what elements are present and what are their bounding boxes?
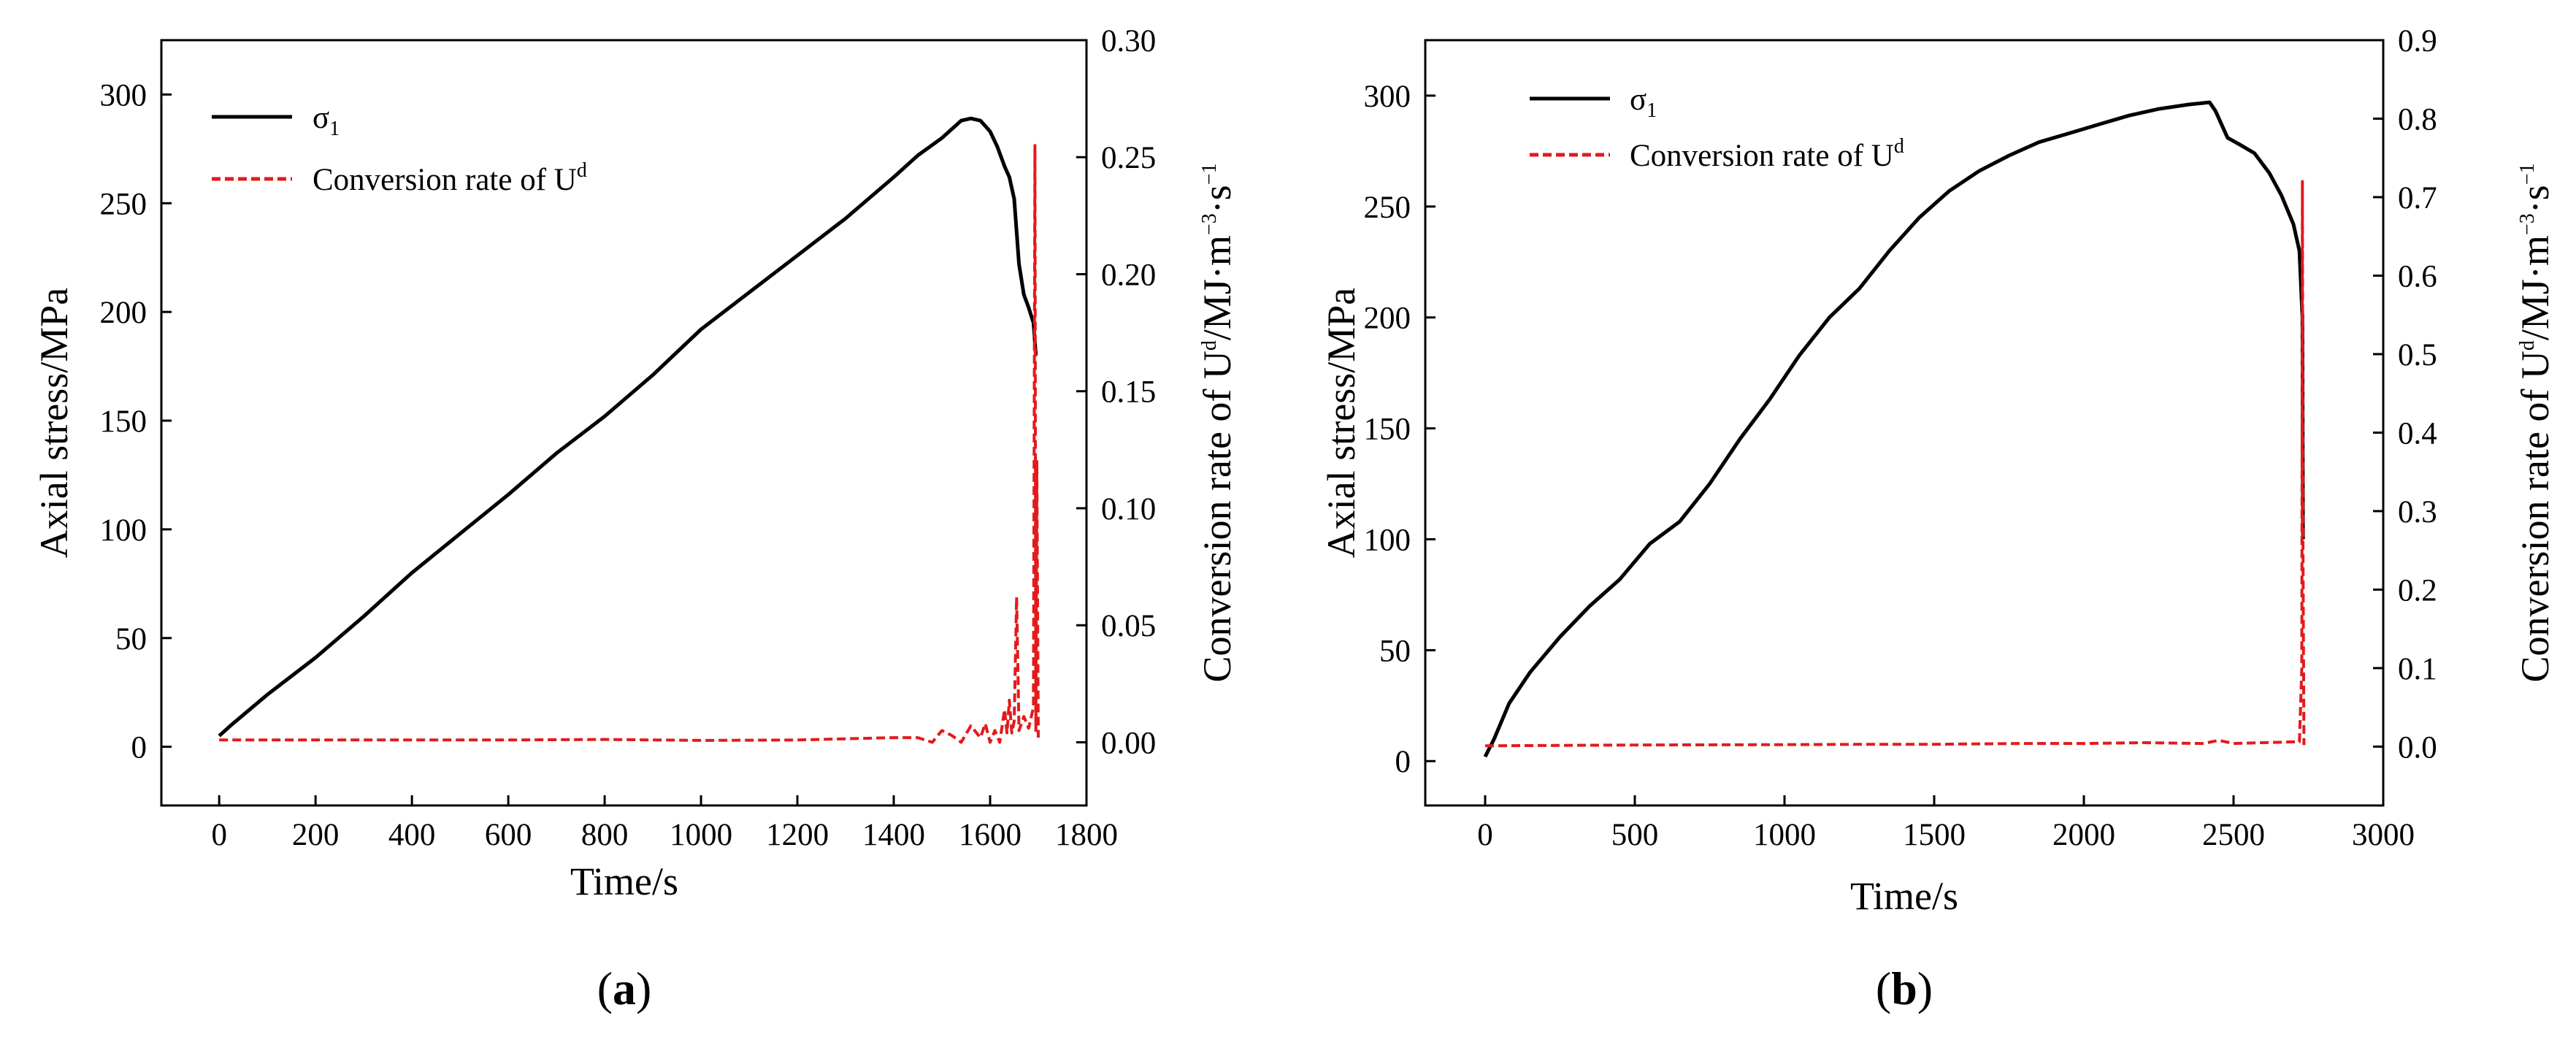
chart-a-series-sigma1-line — [218, 116, 1038, 738]
chart-b-x-tick-label: 0 — [1477, 818, 1493, 852]
chart-b-y2-tick-label: 0.1 — [2398, 652, 2437, 686]
chart-a-y-tick-label: 250 — [100, 187, 147, 221]
chart-b-y2-tick-label: 0.2 — [2398, 573, 2437, 608]
chart-b-y2-ticks: 0.0 0.1 0.2 0.3 0.4 0.5 0.6 0.7 0.8 0.9 — [2373, 24, 2437, 765]
chart-b-y2-axis-label: Conversion rate of Ud/MJ·m−3·s−1 — [2513, 163, 2557, 682]
chart-b-x-tick-label: 3000 — [2352, 818, 2415, 852]
chart-b-y-tick-label: 0 — [1395, 745, 1411, 779]
chart-b-y-tick-label: 100 — [1364, 523, 1411, 557]
chart-b-x-tick-label: 2500 — [2202, 818, 2265, 852]
chart-a-x-tick-label: 0 — [211, 818, 227, 852]
chart-a-legend-label-s1: σ1 — [313, 101, 340, 140]
chart-b-series-sigma1-line — [1483, 100, 2305, 758]
chart-a-series-conversion-rate-line — [219, 144, 1040, 744]
chart-b-y-tick-label: 150 — [1364, 413, 1411, 447]
chart-b-y2-tick-label: 0.0 — [2398, 730, 2437, 765]
chart-a-plot-frame — [160, 39, 1088, 807]
chart-a-x-tick-label: 1600 — [959, 818, 1021, 852]
chart-b-y-tick-label: 200 — [1364, 302, 1411, 336]
chart-a-x-ticks: 0 200 400 600 800 1000 1200 1400 1600 1800 — [211, 795, 1118, 852]
chart-a-y2-tick-label: 0.15 — [1101, 375, 1156, 410]
chart-a-y-tick-label: 150 — [100, 405, 147, 439]
chart-a-y-axis-label: Axial stress/MPa — [32, 288, 76, 559]
chart-b-y2-tick-label: 0.8 — [2398, 102, 2437, 137]
chart-b-x-tick-label: 1500 — [1903, 818, 1966, 852]
chart-b-x-ticks: 0 500 1000 1500 2000 2500 3000 — [1477, 795, 2415, 852]
chart-b-x-tick-label: 2000 — [2052, 818, 2115, 852]
chart-b-y-tick-label: 300 — [1364, 80, 1411, 114]
chart-a-y-ticks: 0 50 100 150 200 250 300 — [100, 78, 172, 765]
chart-a-y2-tick-label: 0.00 — [1101, 726, 1156, 760]
chart-b-plot-frame — [1424, 39, 2385, 807]
chart-a-y2-tick-label: 0.10 — [1101, 492, 1156, 527]
chart-a-x-tick-label: 1400 — [862, 818, 925, 852]
chart-a-x-tick-label: 600 — [485, 818, 532, 852]
chart-b-x-tick-label: 500 — [1611, 818, 1659, 852]
chart-a-y-tick-label: 50 — [115, 622, 147, 657]
chart-a-x-axis-label: Time/s — [570, 860, 678, 903]
chart-a-y-tick-label: 300 — [100, 78, 147, 112]
chart-b-x-tick-label: 1000 — [1753, 818, 1816, 852]
chart-b-y2-tick-label: 0.7 — [2398, 181, 2437, 215]
chart-b-y2-tick-label: 0.4 — [2398, 416, 2437, 451]
chart-b-y-axis-label: Axial stress/MPa — [1319, 288, 1363, 559]
chart-a-x-tick-label: 200 — [292, 818, 340, 852]
chart-a-series — [218, 116, 1040, 744]
chart-a-x-tick-label: 1000 — [670, 818, 732, 852]
chart-a: 0 200 400 600 800 1000 1200 1400 1600 1800 0 50 100… — [32, 24, 1239, 1014]
chart-a-y-tick-label: 200 — [100, 296, 147, 330]
chart-a-y-tick-label: 0 — [131, 731, 147, 765]
chart-b-y2-tick-label: 0.6 — [2398, 259, 2437, 294]
chart-b-y-ticks: 0 50 100 150 200 250 300 — [1364, 80, 1435, 779]
chart-b-y-tick-label: 250 — [1364, 191, 1411, 225]
chart-b: 0 500 1000 1500 2000 2500 3000 0 50 100 150 200 250… — [1319, 24, 2557, 1014]
chart-b-y2-tick-label: 0.3 — [2398, 495, 2437, 529]
chart-a-y2-tick-label: 0.20 — [1101, 258, 1156, 292]
chart-a-x-tick-label: 800 — [581, 818, 629, 852]
chart-b-x-axis-label: Time/s — [1850, 874, 1958, 918]
chart-a-x-tick-label: 400 — [388, 818, 436, 852]
chart-b-y2-tick-label: 0.5 — [2398, 338, 2437, 372]
chart-a-x-tick-label: 1200 — [766, 818, 829, 852]
chart-a-x-tick-label: 1800 — [1055, 818, 1118, 852]
chart-a-panel-label: (a) — [597, 962, 652, 1014]
chart-b-y-tick-label: 50 — [1379, 634, 1411, 668]
chart-a-y2-tick-label: 0.30 — [1101, 24, 1156, 58]
chart-a-y2-tick-label: 0.05 — [1101, 609, 1156, 643]
chart-a-y2-axis-label: Conversion rate of Ud/MJ·m−3·s−1 — [1195, 163, 1239, 682]
chart-b-series-conversion-rate-line — [1484, 180, 2306, 748]
chart-a-y2-ticks: 0.00 0.05 0.10 0.15 0.20 0.25 0.30 — [1076, 24, 1156, 760]
chart-b-legend-label-s1: σ1 — [1630, 83, 1657, 122]
chart-b-legend-label-s2: Conversion rate of Ud — [1630, 135, 1904, 173]
chart-b-series — [1483, 100, 2306, 758]
chart-a-y-tick-label: 100 — [100, 513, 147, 548]
chart-a-legend-label-s2: Conversion rate of Ud — [313, 159, 587, 197]
chart-a-y2-tick-label: 0.25 — [1101, 141, 1156, 175]
chart-b-y2-tick-label: 0.9 — [2398, 24, 2437, 58]
chart-b-panel-label: (b) — [1876, 962, 1933, 1014]
